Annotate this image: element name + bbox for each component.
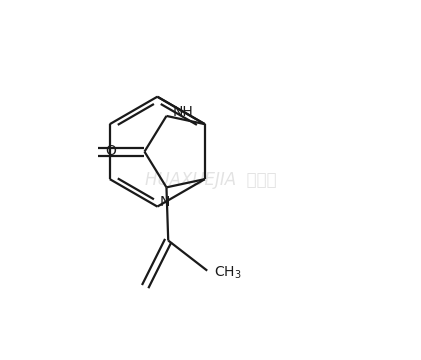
Text: CH$_3$: CH$_3$: [213, 264, 241, 281]
Text: NH: NH: [173, 105, 194, 120]
Text: N: N: [160, 195, 170, 209]
Text: HUAXUEJIA  化学加: HUAXUEJIA 化学加: [145, 171, 276, 189]
Text: O: O: [105, 144, 116, 158]
